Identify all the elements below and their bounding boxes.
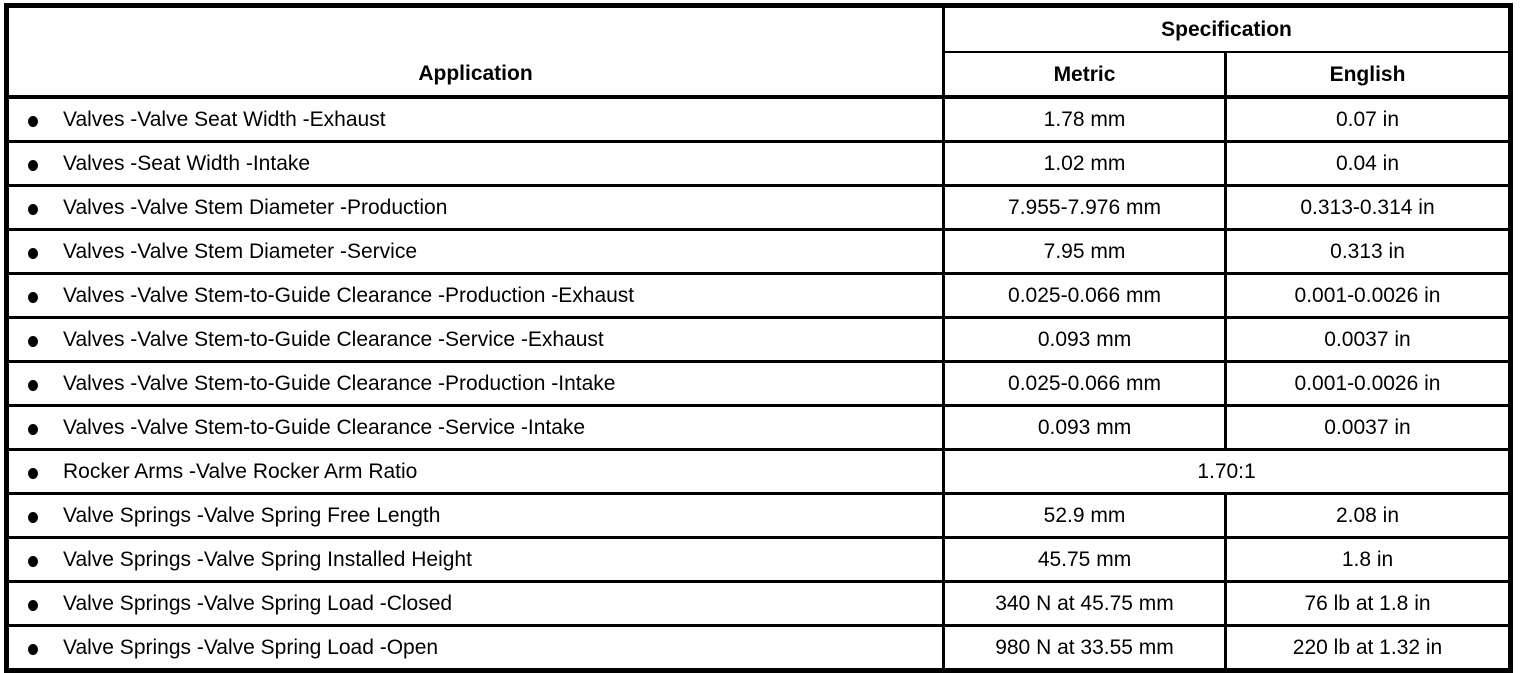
spec-table-body: Valves -Valve Seat Width -Exhaust 1.78 mm… [5, 95, 1513, 672]
application-cell: Rocker Arms -Valve Rocker Arm Ratio [5, 448, 945, 495]
table-row: Valves -Valve Stem Diameter -Service 7.95… [5, 228, 1513, 275]
application-label: Valve Springs -Valve Spring Installed He… [63, 548, 472, 571]
application-label: Valves -Valve Stem-to-Guide Clearance -P… [63, 284, 635, 307]
bullet-icon [28, 292, 38, 303]
spec-table: Application Specification Metric English… [4, 3, 1514, 673]
bullet-icon [28, 116, 38, 127]
metric-value-cell: 0.093 mm [942, 404, 1227, 451]
application-label: Rocker Arms -Valve Rocker Arm Ratio [63, 460, 418, 483]
application-label: Valve Springs -Valve Spring Free Length [63, 504, 441, 527]
metric-column-header: Metric [942, 51, 1227, 99]
application-cell: Valves -Valve Stem-to-Guide Clearance -P… [5, 272, 945, 319]
bullet-icon [28, 468, 38, 479]
combined-value-cell: 1.70:1 [941, 448, 1513, 495]
application-cell: Valves -Valve Seat Width -Exhaust [5, 95, 945, 143]
header-row-units: Metric English [7, 51, 1513, 99]
application-label: Valves -Seat Width -Intake [63, 152, 311, 175]
application-cell: Valves -Seat Width -Intake [5, 140, 945, 187]
english-value-cell: 0.313 in [1223, 228, 1513, 275]
table-row: Valves -Valve Stem-to-Guide Clearance -P… [5, 360, 1513, 407]
bullet-icon [28, 644, 38, 655]
application-cell: Valves -Valve Stem-to-Guide Clearance -S… [5, 316, 945, 363]
bullet-icon [28, 336, 38, 347]
english-value-cell: 0.0037 in [1223, 316, 1513, 363]
application-cell: Valve Springs -Valve Spring Load -Open [5, 624, 945, 672]
metric-value-cell: 45.75 mm [942, 536, 1227, 583]
table-row: Rocker Arms -Valve Rocker Arm Ratio 1.70:… [5, 448, 1513, 495]
bullet-icon [28, 556, 38, 567]
metric-value-cell: 0.025-0.066 mm [942, 360, 1227, 407]
application-cell: Valves -Valve Stem Diameter -Service [5, 228, 945, 275]
application-cell: Valve Springs -Valve Spring Load -Closed [5, 580, 945, 627]
application-cell: Valves -Valve Stem Diameter -Production [5, 184, 945, 231]
table-row: Valves -Valve Seat Width -Exhaust 1.78 mm… [5, 95, 1513, 143]
specification-column-header: Specification [941, 4, 1513, 53]
application-cell: Valves -Valve Stem-to-Guide Clearance -P… [5, 360, 945, 407]
english-column-header: English [1223, 51, 1513, 99]
application-label: Valves -Valve Stem Diameter -Production [63, 196, 448, 219]
metric-value-cell: 1.02 mm [942, 140, 1227, 187]
table-row: Valves -Valve Stem Diameter -Production 7… [5, 184, 1513, 231]
application-label: Valves -Valve Seat Width -Exhaust [63, 108, 386, 131]
table-row: Valves -Valve Stem-to-Guide Clearance -P… [5, 272, 1513, 319]
english-value-cell: 0.0037 in [1223, 404, 1513, 451]
metric-value-cell: 7.955-7.976 mm [942, 184, 1227, 231]
spec-table-header: Application Specification Metric English [5, 4, 1513, 99]
table-row: Valves -Valve Stem-to-Guide Clearance -S… [5, 404, 1513, 451]
english-value-cell: 1.8 in [1223, 536, 1513, 583]
bullet-icon [28, 248, 38, 259]
bullet-icon [28, 424, 38, 435]
bullet-icon [28, 160, 38, 171]
metric-value-cell: 52.9 mm [942, 492, 1227, 539]
english-value-cell: 0.001-0.0026 in [1223, 360, 1513, 407]
table-row: Valves -Seat Width -Intake 1.02 mm 0.04 in [5, 140, 1513, 187]
bullet-icon [28, 512, 38, 523]
table-row: Valve Springs -Valve Spring Installed He… [5, 536, 1513, 583]
bullet-icon [28, 380, 38, 391]
application-cell: Valve Springs -Valve Spring Free Length [5, 492, 945, 539]
application-label: Valves -Valve Stem Diameter -Service [63, 240, 417, 263]
english-value-cell: 0.07 in [1223, 95, 1513, 143]
header-row-specification: Application Specification [5, 4, 1513, 99]
table-row: Valve Springs -Valve Spring Load -Closed… [5, 580, 1513, 627]
english-value-cell: 2.08 in [1223, 492, 1513, 539]
bullet-icon [28, 600, 38, 611]
english-value-cell: 0.001-0.0026 in [1223, 272, 1513, 319]
metric-value-cell: 0.093 mm [942, 316, 1227, 363]
table-row: Valve Springs -Valve Spring Load -Open 98… [5, 624, 1513, 672]
application-cell: Valves -Valve Stem-to-Guide Clearance -S… [5, 404, 945, 451]
metric-value-cell: 7.95 mm [942, 228, 1227, 275]
english-value-cell: 0.04 in [1223, 140, 1513, 187]
table-row: Valves -Valve Stem-to-Guide Clearance -S… [5, 316, 1513, 363]
metric-value-cell: 1.78 mm [942, 95, 1227, 143]
metric-value-cell: 340 N at 45.75 mm [942, 580, 1227, 627]
metric-value-cell: 980 N at 33.55 mm [942, 624, 1227, 672]
english-value-cell: 76 lb at 1.8 in [1223, 580, 1513, 627]
english-value-cell: 220 lb at 1.32 in [1223, 624, 1513, 672]
application-label: Valve Springs -Valve Spring Load -Closed [63, 592, 453, 615]
application-label: Valves -Valve Stem-to-Guide Clearance -P… [63, 372, 616, 395]
application-label: Valves -Valve Stem-to-Guide Clearance -S… [63, 416, 586, 439]
table-row: Valve Springs -Valve Spring Free Length 5… [5, 492, 1513, 539]
bullet-icon [28, 204, 38, 215]
application-column-header: Application [5, 4, 945, 99]
english-value-cell: 0.313-0.314 in [1223, 184, 1513, 231]
application-cell: Valve Springs -Valve Spring Installed He… [5, 536, 945, 583]
application-label: Valves -Valve Stem-to-Guide Clearance -S… [63, 328, 604, 351]
metric-value-cell: 0.025-0.066 mm [942, 272, 1227, 319]
